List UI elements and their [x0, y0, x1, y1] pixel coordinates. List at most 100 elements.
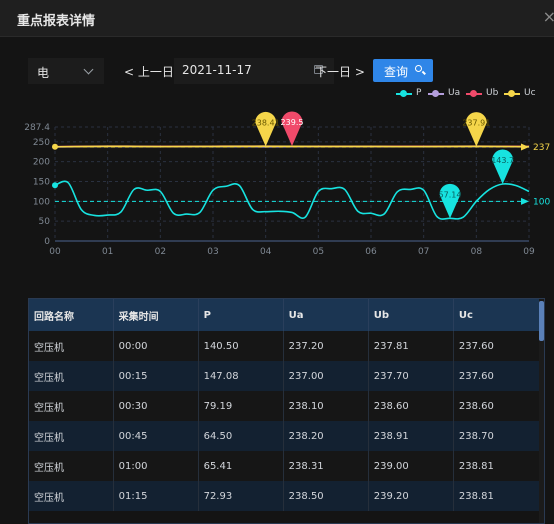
table-cell: 238.60	[453, 391, 541, 421]
column-header: P	[198, 299, 284, 331]
markpoint-pin	[465, 112, 487, 147]
x-tick-label: 02	[155, 247, 166, 257]
table-row[interactable]: 空压机 00:30 79.19 238.10 238.60 238.60	[29, 391, 541, 421]
chevron-right-icon: >	[354, 65, 365, 79]
dialog-titlebar: 重点报表详情 ×	[0, 0, 554, 37]
x-tick-label: 05	[313, 247, 324, 257]
table-header-row: 回路名称 采集时间 P Ua Ub Uc	[29, 299, 541, 331]
table-cell: 79.19	[198, 391, 284, 421]
line-chart: 0 50 100 150 200 250 287.4 00 01 02 03 04 05 06 07 08 09…	[24, 111, 550, 257]
table-cell: 空压机	[29, 391, 114, 421]
column-header: Uc	[453, 299, 541, 331]
table-cell: 空压机	[29, 481, 114, 511]
close-icon[interactable]: ×	[542, 7, 554, 26]
x-tick-label: 03	[207, 247, 218, 257]
markpoint-p: 57.14	[439, 183, 462, 219]
table-cell: 00:15	[113, 361, 199, 391]
table-cell: 237.00	[283, 361, 369, 391]
y-tick-label: 200	[33, 158, 50, 168]
table-cell: 238.60	[368, 391, 454, 421]
table-cell: 238.70	[453, 421, 541, 451]
markpoint-uc: 237.91	[462, 112, 490, 147]
table-cell: 空压机	[29, 421, 114, 451]
calendar-icon	[314, 65, 323, 74]
markpoint-pin	[281, 111, 303, 146]
y-tick-label: 150	[33, 178, 50, 188]
markpoint-label: 143.7	[491, 156, 514, 165]
markline-arrow	[521, 197, 529, 205]
series-line-p	[54, 180, 530, 220]
legend-label: Ub	[486, 88, 499, 98]
table-cell: 237.60	[453, 361, 541, 391]
table-cell: 00:30	[113, 391, 199, 421]
table-cell: 238.81	[453, 481, 541, 511]
toolbar: 电 < 上一日 2021-11-17 下一日 > 查询	[28, 58, 544, 84]
table-scrollbar[interactable]	[539, 299, 544, 523]
table-cell: 140.50	[198, 331, 284, 361]
table-cell: 237.20	[283, 331, 369, 361]
column-header: 回路名称	[29, 299, 114, 331]
table-cell: 65.41	[198, 451, 284, 481]
x-tick-label: 08	[471, 247, 483, 257]
chart-legend: P Ua Ub Uc	[396, 87, 546, 101]
energy-type-value: 电	[37, 66, 50, 80]
x-tick-label: 01	[102, 247, 113, 257]
table-cell: 237.70	[368, 361, 454, 391]
markline-arrow	[521, 143, 529, 151]
prev-day-label: 上一日	[137, 65, 174, 79]
y-max-label: 287.4	[24, 123, 50, 133]
markpoint-pin	[492, 149, 514, 184]
table-row[interactable]: 空压机 01:00 65.41 238.31 239.00 238.81	[29, 451, 541, 481]
column-header: 采集时间	[113, 299, 199, 331]
markpoint-p: 143.7	[491, 149, 514, 184]
table-cell: 00:00	[113, 331, 199, 361]
prev-day-button[interactable]: < 上一日	[124, 63, 174, 80]
markpoint-ub: 239.5	[281, 111, 304, 146]
table-cell: 238.81	[453, 451, 541, 481]
markline-label: 100	[533, 197, 550, 207]
series-line-uc	[54, 145, 530, 148]
chevron-down-icon	[83, 64, 94, 75]
series-point-p	[52, 182, 58, 189]
next-day-label: 下一日	[315, 65, 352, 79]
table-cell: 239.20	[368, 481, 454, 511]
next-day-button[interactable]: 下一日 >	[315, 63, 365, 80]
table-row[interactable]: 空压机 00:00 140.50 237.20 237.81 237.60	[29, 331, 541, 361]
energy-type-select[interactable]: 电	[28, 58, 104, 84]
table-row[interactable]: 空压机 00:15 147.08 237.00 237.70 237.60	[29, 361, 541, 391]
data-table: 回路名称 采集时间 P Ua Ub Uc 空压机 00:00 140.50 23…	[28, 298, 545, 524]
table-cell: 空压机	[29, 361, 114, 391]
table-cell: 64.50	[198, 421, 284, 451]
legend-label: Ua	[448, 88, 461, 98]
markpoint-label: 57.14	[439, 190, 462, 199]
markpoint-uc: 238.41	[252, 111, 280, 147]
markpoint-pin	[439, 183, 461, 219]
table-row[interactable]: 空压机 01:15 72.93 238.50 239.20 238.81	[29, 481, 541, 511]
legend-label: P	[416, 88, 422, 98]
x-tick-label: 07	[418, 247, 429, 257]
x-tick-label: 00	[49, 247, 61, 257]
table-cell: 空压机	[29, 451, 114, 481]
x-tick-label: 09	[523, 247, 535, 257]
query-label: 查询	[384, 65, 409, 79]
date-picker[interactable]: 2021-11-17	[174, 58, 334, 84]
table-cell: 01:00	[113, 451, 199, 481]
y-tick-label: 250	[33, 138, 50, 148]
search-icon	[415, 65, 422, 72]
table-cell: 238.31	[283, 451, 369, 481]
query-button[interactable]: 查询	[373, 59, 433, 82]
markpoint-label: 238.41	[252, 118, 280, 127]
table-cell: 239.00	[368, 451, 454, 481]
scrollbar-thumb[interactable]	[539, 301, 544, 341]
y-tick-label: 0	[44, 237, 50, 247]
table-cell: 72.93	[198, 481, 284, 511]
chevron-left-icon: <	[124, 65, 135, 79]
markpoint-label: 239.5	[281, 118, 304, 127]
table-row[interactable]: 空压机 00:45 64.50 238.20 238.91 238.70	[29, 421, 541, 451]
markpoint-label: 237.91	[462, 119, 490, 128]
y-tick-label: 50	[39, 217, 51, 227]
markline-label: 237	[533, 143, 550, 153]
legend-label: Uc	[524, 88, 536, 98]
date-value: 2021-11-17	[182, 63, 252, 77]
